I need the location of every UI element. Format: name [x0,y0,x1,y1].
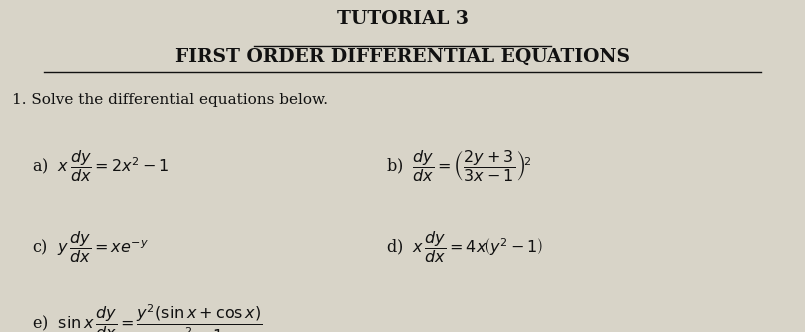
Text: 1. Solve the differential equations below.: 1. Solve the differential equations belo… [12,93,328,107]
Text: b)  $\dfrac{dy}{dx} = \left(\dfrac{2y+3}{3x-1}\right)^{\!2}$: b) $\dfrac{dy}{dx} = \left(\dfrac{2y+3}{… [386,148,532,184]
Text: FIRST ORDER DIFFERENTIAL EQUATIONS: FIRST ORDER DIFFERENTIAL EQUATIONS [175,48,630,66]
Text: c)  $y\,\dfrac{dy}{dx} = xe^{-y}$: c) $y\,\dfrac{dy}{dx} = xe^{-y}$ [32,229,149,265]
Text: a)  $x\,\dfrac{dy}{dx} = 2x^2 - 1$: a) $x\,\dfrac{dy}{dx} = 2x^2 - 1$ [32,148,170,184]
Text: e)  $\sin x\,\dfrac{dy}{dx} = \dfrac{y^2(\sin x + \cos x)}{y^2 - 1}$: e) $\sin x\,\dfrac{dy}{dx} = \dfrac{y^2(… [32,302,262,332]
Text: d)  $x\,\dfrac{dy}{dx} = 4x\!\left(y^2 - 1\right)$: d) $x\,\dfrac{dy}{dx} = 4x\!\left(y^2 - … [386,229,544,265]
Text: TUTORIAL 3: TUTORIAL 3 [336,10,469,28]
